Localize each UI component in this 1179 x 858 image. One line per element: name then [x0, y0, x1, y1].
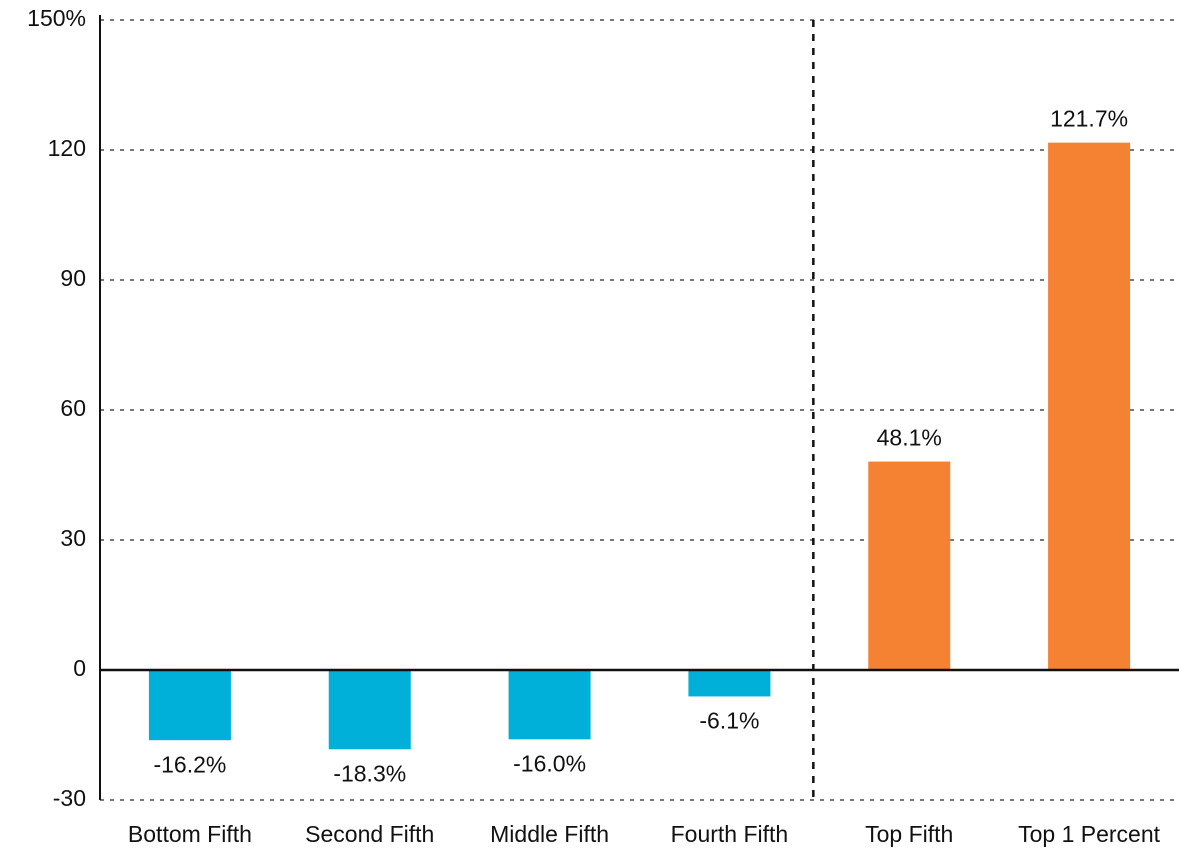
- bar: [508, 670, 591, 740]
- x-tick-label: Fourth Fifth: [671, 821, 789, 847]
- y-tick-label: 30: [60, 525, 86, 551]
- x-tick-label: Top Fifth: [865, 821, 953, 847]
- bar: [148, 670, 231, 741]
- value-label: -16.2%: [153, 751, 226, 777]
- y-tick-label: 120: [48, 135, 86, 161]
- bar: [688, 670, 771, 697]
- x-tick-label: Middle Fifth: [490, 821, 609, 847]
- value-label: 48.1%: [877, 425, 942, 451]
- y-tick-label: 150%: [27, 5, 86, 31]
- value-label: -6.1%: [699, 708, 759, 734]
- y-tick-label: 0: [73, 655, 86, 681]
- value-label: 121.7%: [1050, 106, 1128, 132]
- y-tick-label: 60: [60, 395, 86, 421]
- bar: [1048, 142, 1131, 671]
- value-label: -18.3%: [333, 760, 406, 786]
- value-label: -16.0%: [513, 750, 586, 776]
- x-tick-label: Second Fifth: [305, 821, 434, 847]
- bar: [868, 461, 951, 670]
- x-tick-label: Bottom Fifth: [128, 821, 252, 847]
- y-tick-label: -30: [53, 785, 86, 811]
- y-tick-label: 90: [60, 265, 86, 291]
- bar: [328, 670, 411, 750]
- x-tick-label: Top 1 Percent: [1018, 821, 1161, 847]
